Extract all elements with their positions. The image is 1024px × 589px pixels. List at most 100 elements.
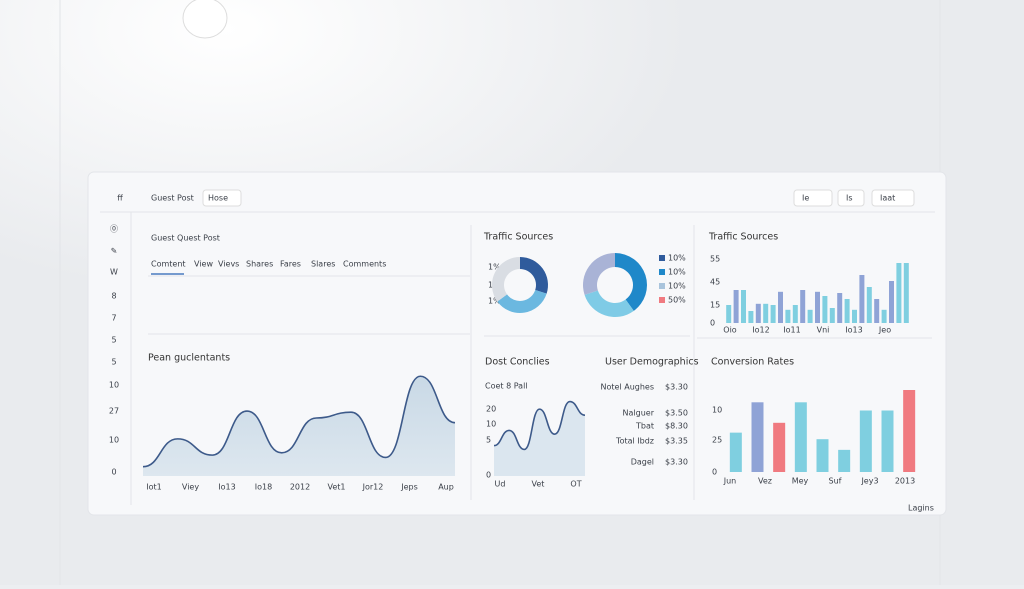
sidebar-item[interactable]: 10 — [109, 436, 119, 445]
bar — [755, 303, 761, 323]
tab[interactable]: Slares — [311, 260, 335, 269]
bar — [837, 293, 843, 323]
row-label: Nalguer — [623, 409, 655, 418]
x-label: Vet — [532, 480, 545, 489]
bar — [794, 402, 807, 472]
line — [142, 375, 456, 468]
x-label: Oio — [723, 326, 737, 335]
dropdown-label[interactable]: Hose — [208, 194, 228, 203]
y-label: 0 — [712, 468, 717, 477]
x-label: Vet1 — [328, 483, 346, 492]
tab[interactable]: Vievs — [218, 260, 239, 269]
row-label: Total Ibdz — [615, 437, 654, 446]
bar — [881, 410, 894, 472]
main-title: Guest Quest Post — [151, 234, 220, 243]
x-label: 2012 — [290, 483, 310, 492]
bar — [881, 309, 887, 323]
x-label: Iot1 — [146, 483, 161, 492]
donut-segment — [582, 253, 615, 295]
panel-subtitle: Coet 8 Pall — [485, 382, 528, 391]
row-value: $3.35 — [665, 437, 688, 446]
x-label: Io18 — [255, 483, 272, 492]
row-label: Tbat — [635, 422, 654, 431]
y-label: 45 — [710, 278, 720, 287]
x-label: Aup — [438, 483, 454, 492]
tab[interactable]: Comments — [343, 260, 386, 269]
control[interactable] — [871, 189, 915, 207]
bar — [800, 290, 806, 323]
control-label[interactable]: Iaat — [880, 194, 895, 203]
donut-segment — [520, 257, 548, 294]
sidebar-item[interactable]: 0 — [111, 468, 116, 477]
panel-title: Dost Conclies — [485, 357, 550, 368]
bar — [778, 291, 783, 323]
x-label: Jey3 — [860, 477, 878, 486]
legend-swatch — [659, 255, 665, 261]
tab[interactable]: Comtent — [151, 260, 186, 269]
sidebar-item[interactable]: W — [110, 268, 118, 277]
bar — [903, 390, 916, 472]
side-label: 1% — [488, 263, 501, 272]
panel-title: User Demographics — [605, 357, 699, 368]
legend-label: 50% — [668, 296, 686, 305]
icon: ✎ — [111, 247, 118, 256]
bar — [785, 309, 791, 323]
bar — [903, 263, 909, 323]
legend-swatch — [659, 283, 665, 289]
legend-swatch — [659, 297, 665, 303]
sidebar-item[interactable]: 8 — [111, 292, 116, 301]
bar — [748, 311, 754, 323]
legend-label: 10% — [668, 282, 686, 291]
sidebar-item[interactable]: 5 — [111, 358, 116, 367]
x-label: Jeo — [878, 326, 891, 335]
legend-label: 10% — [668, 254, 686, 263]
sidebar-item[interactable]: 7 — [111, 314, 116, 323]
control[interactable] — [793, 189, 833, 207]
toolbar-title: Guest Post — [151, 194, 194, 203]
side-label: 1% — [488, 297, 501, 306]
bar — [773, 422, 786, 472]
lamp — [182, 0, 228, 39]
x-label: Io13 — [218, 483, 235, 492]
row-label: Notel Aughes — [601, 383, 654, 392]
bar — [729, 432, 742, 472]
x-label: Mey — [792, 477, 809, 486]
sidebar-item[interactable]: 10 — [109, 381, 119, 390]
x-label: Jor12 — [362, 483, 384, 492]
logo: ff — [117, 194, 123, 203]
bar — [733, 290, 739, 323]
x-label: Vni — [817, 326, 830, 335]
x-label: Jeps — [400, 483, 418, 492]
bar — [852, 309, 857, 323]
footer-link[interactable]: Lagins — [908, 504, 934, 513]
panel-title: Traffic Sources — [708, 232, 778, 243]
bar — [896, 263, 902, 323]
tab[interactable]: View — [194, 260, 213, 269]
control-label[interactable]: Is — [846, 194, 853, 203]
legend-swatch — [659, 269, 665, 275]
donut-segment — [584, 290, 634, 318]
donut-segment — [615, 253, 647, 311]
control[interactable] — [837, 189, 865, 207]
bar — [874, 299, 880, 323]
x-label: Viey — [182, 483, 199, 492]
bar — [816, 439, 829, 472]
sidebar-item[interactable]: 27 — [109, 407, 119, 416]
sidebar-item[interactable]: 5 — [111, 336, 116, 345]
row-value: $8.30 — [665, 422, 688, 431]
x-label: Ud — [495, 480, 506, 489]
tab[interactable]: Fares — [280, 260, 301, 269]
x-label: Jun — [723, 477, 737, 486]
dropdown[interactable] — [202, 189, 242, 207]
y-label: 0 — [710, 319, 715, 328]
bar — [751, 402, 764, 472]
control-label[interactable]: Ie — [802, 194, 809, 203]
x-label: Io13 — [845, 326, 862, 335]
icon: ⓪ — [110, 225, 118, 234]
x-label: Io12 — [752, 326, 769, 335]
bar — [838, 449, 851, 472]
panel-title: Conversion Rates — [711, 357, 794, 368]
tab[interactable]: Shares — [246, 260, 273, 269]
y-label: 15 — [710, 301, 720, 310]
bar — [815, 291, 820, 323]
